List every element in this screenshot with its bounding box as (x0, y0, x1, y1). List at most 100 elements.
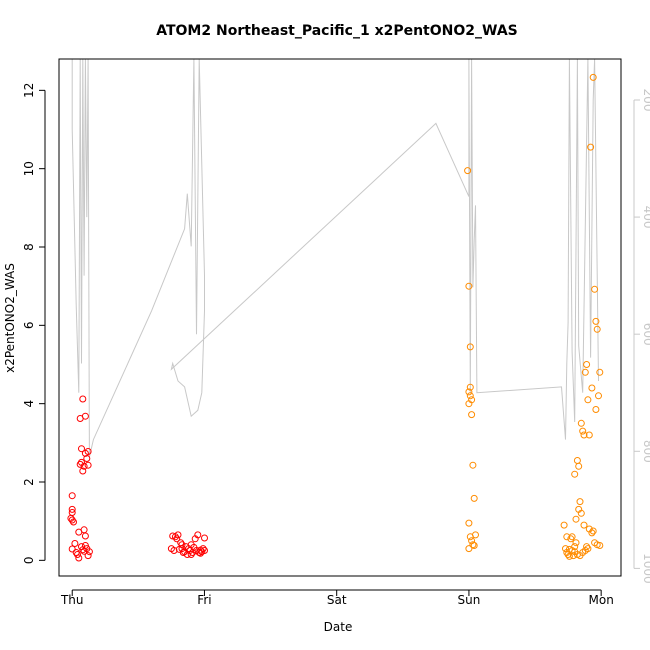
data-point-series-1 (179, 549, 187, 556)
x-tick-label: Sat (327, 593, 347, 607)
secondary-tick-label: 600 (641, 323, 650, 346)
data-point-series-1 (178, 541, 186, 549)
data-point-series-2 (593, 325, 601, 333)
y-tick-label: 6 (22, 321, 36, 329)
data-point-series-1 (76, 460, 84, 468)
data-point-series-2 (579, 427, 587, 435)
data-point-series-1 (68, 545, 76, 553)
x-tick-label: Thu (60, 593, 84, 607)
data-point-series-2 (596, 368, 604, 376)
data-point-series-1 (84, 461, 92, 469)
data-point-series-2 (576, 498, 584, 506)
data-point-series-1 (80, 462, 88, 470)
secondary-tick-label: 1000 (641, 553, 650, 584)
x-tick-label: Mon (589, 593, 614, 607)
y-tick-label: 4 (22, 400, 36, 408)
data-point-series-2 (563, 533, 571, 541)
y-tick-label: 8 (22, 243, 36, 251)
secondary-tick-label: 200 (641, 89, 650, 112)
data-point-series-1 (78, 445, 85, 453)
data-point-series-2 (585, 431, 593, 439)
data-point-series-1 (197, 546, 204, 554)
data-point-series-1 (68, 516, 76, 524)
data-point-series-1 (84, 552, 92, 560)
data-point-series-1 (174, 531, 182, 539)
data-point-series-2 (565, 552, 573, 560)
data-point-series-1 (170, 547, 178, 554)
data-point-series-2 (465, 545, 473, 553)
y-tick-label: 0 (22, 556, 36, 564)
data-point-series-2 (470, 542, 478, 549)
data-point-series-2 (470, 494, 478, 502)
chart-title: ATOM2 Northeast_Pacific_1 x2PentONO2_WAS (156, 23, 518, 39)
data-point-series-2 (464, 167, 472, 175)
data-point-series-1 (83, 455, 91, 462)
data-point-series-1 (189, 549, 197, 556)
data-point-series-2 (572, 539, 580, 547)
data-point-series-1 (201, 547, 208, 554)
data-point-series-1 (78, 543, 85, 551)
data-point-series-1 (81, 532, 89, 540)
data-point-series-2 (577, 419, 585, 427)
data-point-series-2 (564, 551, 572, 558)
data-point-series-2 (465, 400, 473, 408)
data-point-series-1 (173, 535, 181, 543)
data-point-series-2 (466, 343, 474, 351)
data-point-series-1 (74, 551, 81, 558)
data-point-series-2 (589, 527, 597, 535)
data-point-series-2 (589, 73, 597, 81)
data-point-series-2 (580, 431, 588, 439)
data-point-series-2 (565, 545, 573, 553)
data-point-series-1 (201, 534, 208, 542)
x-axis: Thu Fri Sat Sun Mon (60, 589, 614, 607)
altitude-trace-layer (71, 59, 599, 458)
x-tick-label: Sun (458, 593, 481, 607)
altitude-trace-line (71, 59, 599, 458)
data-point-series-1 (80, 526, 88, 534)
data-point-series-2 (567, 535, 575, 543)
x-tick-label: Fri (197, 593, 211, 607)
data-point-series-2 (468, 411, 476, 419)
data-point-series-2 (465, 282, 473, 290)
data-point-series-1 (194, 531, 202, 539)
data-point-series-2 (595, 392, 602, 400)
data-point-series-2 (573, 457, 581, 464)
data-point-series-2 (469, 461, 477, 469)
data-point-series-2 (583, 543, 591, 551)
data-point-series-1 (79, 467, 87, 475)
data-point-series-2 (581, 368, 589, 376)
data-point-series-1 (71, 540, 79, 547)
data-point-series-1 (81, 412, 89, 420)
y-tick-label: 12 (22, 83, 36, 98)
data-point-series-2 (465, 388, 473, 396)
data-point-series-1 (79, 395, 87, 403)
data-point-series-2 (560, 521, 568, 529)
data-point-series-2 (469, 541, 477, 549)
y-tick-label: 10 (22, 161, 36, 176)
data-point-series-1 (85, 548, 93, 556)
plot-frame (58, 58, 622, 577)
secondary-tick-label: 400 (641, 206, 650, 229)
data-point-series-2 (575, 462, 583, 470)
data-point-series-2 (591, 285, 599, 293)
data-point-series-2 (585, 525, 593, 533)
data-point-series-2 (592, 406, 600, 413)
data-point-series-2 (571, 543, 579, 551)
data-point-series-2 (562, 545, 569, 553)
data-point-series-1 (70, 518, 77, 526)
data-point-series-2 (466, 383, 474, 391)
data-point-series-2 (569, 552, 577, 560)
data-point-series-1 (187, 551, 195, 558)
data-point-series-2 (572, 515, 580, 523)
data-point-series-2 (465, 519, 473, 527)
data-point-series-2 (472, 531, 479, 539)
data-point-series-2 (584, 396, 592, 404)
secondary-tick-label: 800 (641, 440, 650, 463)
data-point-series-2 (466, 392, 474, 400)
data-point-series-1 (68, 505, 76, 513)
data-point-series-2 (588, 384, 596, 392)
data-point-series-2 (583, 361, 591, 368)
y-tick-label: 2 (22, 478, 36, 486)
y-axis-label: x2PentONO2_WAS (3, 263, 17, 373)
